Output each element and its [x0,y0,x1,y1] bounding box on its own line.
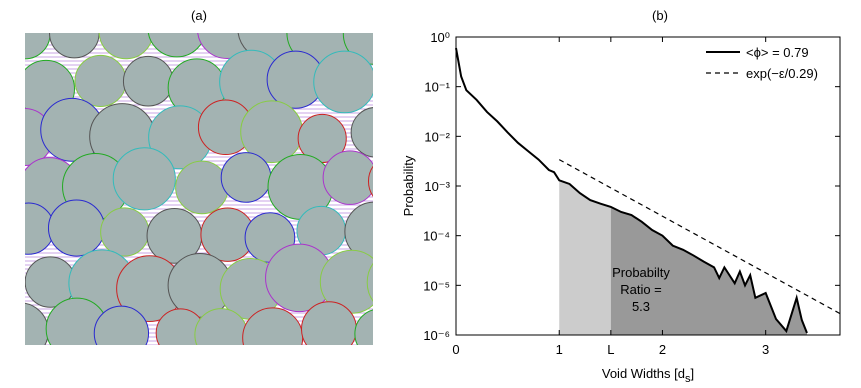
disk [354,309,373,345]
x-tick-label: 0 [452,342,459,357]
disk [367,165,373,197]
disk [93,305,150,345]
disk [98,33,154,60]
x-tick-label: 3 [762,342,769,357]
disk [100,207,150,257]
y-tick-label: 10⁻⁴ [423,229,450,244]
disk [220,152,272,203]
disk [301,301,357,345]
disk [344,201,373,262]
legend-label: <ϕ> = 0.79 [746,45,809,60]
x-tick-label: L [607,342,614,357]
annotation: 5.3 [632,299,650,314]
disk [313,50,373,114]
disk [194,308,249,345]
y-tick-label: 10⁻¹ [424,80,450,95]
disk [147,33,206,58]
disk [122,55,174,107]
packing-image [25,33,373,345]
disk [322,150,373,205]
axes-frame [455,36,841,336]
disk [25,202,55,255]
y-tick-label: 10⁻⁵ [423,278,450,293]
disk [47,199,106,257]
disk [342,33,373,65]
x-axis-label: Void Widths [ds] [602,366,694,385]
legend-label: exp(−ε/0.29) [746,66,818,81]
panel-a-title: (a) [191,8,207,23]
y-tick-label: 10⁻² [424,129,450,144]
disk [74,54,127,108]
y-tick-label: 10⁰ [430,30,450,45]
disk [366,262,373,302]
y-tick-label: 10⁻⁶ [423,328,450,343]
disk [242,307,304,345]
x-axis-label-sub: s [685,373,691,385]
disk [49,33,100,59]
x-tick-label: 2 [659,342,666,357]
shaded-area [559,180,611,335]
series-line [455,47,808,334]
disk [175,160,229,215]
chart-title: (b) [652,8,668,23]
annotation: Probabilty [612,265,670,280]
x-axis-label-text: Void Widths [d [602,366,685,381]
disk [350,107,373,158]
disk [25,33,51,60]
disk [112,147,176,211]
y-axis-label: Probability [401,155,416,216]
x-tick-label: 1 [556,342,563,357]
shaded-area [610,206,807,335]
annotation: Ratio = [620,282,662,297]
y-tick-label: 10⁻³ [424,179,450,194]
x-axis-label-end: ] [690,366,694,381]
plot-area: 10⁻⁶ 10⁻⁵ 10⁻⁴ 10⁻³ 10⁻² 10⁻¹ 10⁰ 0 1 L 2 3 <ϕ> = 0.… [401,30,841,385]
